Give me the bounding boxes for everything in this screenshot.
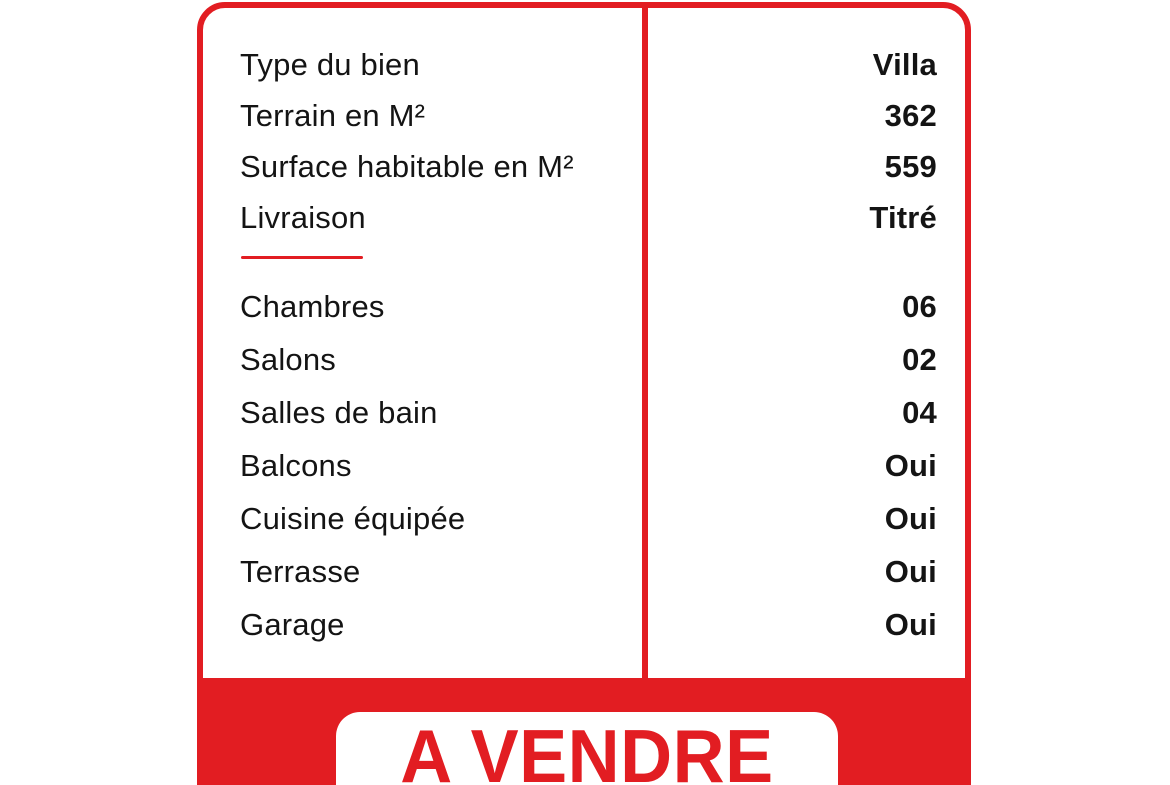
spec-label: Balcons (240, 448, 352, 483)
spec-group-main: Type du bien Villa Terrain en M² 362 Sur… (203, 39, 965, 243)
spec-row: Chambres 06 (203, 280, 965, 333)
column-divider-line (642, 8, 648, 678)
for-sale-banner: A VENDRE (336, 712, 838, 785)
spec-value: 04 (902, 395, 937, 430)
for-sale-label: A VENDRE (400, 715, 774, 785)
spec-value: Oui (884, 554, 937, 589)
spec-value: Villa (872, 47, 937, 82)
spec-value: 559 (884, 149, 937, 184)
spec-row: Cuisine équipée Oui (203, 492, 965, 545)
spec-label: Terrain en M² (240, 98, 426, 133)
spec-table: Type du bien Villa Terrain en M² 362 Sur… (203, 8, 965, 651)
spec-row: Balcons Oui (203, 439, 965, 492)
spec-value: Titré (869, 200, 937, 235)
spec-row: Surface habitable en M² 559 (203, 141, 965, 192)
spec-row: Livraison Titré (203, 192, 965, 243)
spec-label: Salles de bain (240, 395, 438, 430)
spec-label: Cuisine équipée (240, 501, 466, 536)
spec-row: Terrasse Oui (203, 545, 965, 598)
spec-row: Salons 02 (203, 333, 965, 386)
for-sale-band: A VENDRE (203, 678, 965, 785)
spec-row: Terrain en M² 362 (203, 90, 965, 141)
spec-label: Type du bien (240, 47, 420, 82)
spec-value: 02 (902, 342, 937, 377)
property-card: Type du bien Villa Terrain en M² 362 Sur… (197, 2, 971, 785)
spec-row: Type du bien Villa (203, 39, 965, 90)
spec-label: Garage (240, 607, 345, 642)
spec-label: Chambres (240, 289, 385, 324)
spec-label: Livraison (240, 200, 366, 235)
spec-value: Oui (884, 448, 937, 483)
spec-value: 06 (902, 289, 937, 324)
spec-row: Garage Oui (203, 598, 965, 651)
spec-value: Oui (884, 501, 937, 536)
spec-label: Surface habitable en M² (240, 149, 574, 184)
spec-row: Salles de bain 04 (203, 386, 965, 439)
spec-label: Salons (240, 342, 336, 377)
spec-label: Terrasse (240, 554, 361, 589)
group-divider-line (241, 256, 363, 259)
spec-value: Oui (884, 607, 937, 642)
spec-value: 362 (884, 98, 937, 133)
spec-group-rooms: Chambres 06 Salons 02 Salles de bain 04 (203, 280, 965, 651)
